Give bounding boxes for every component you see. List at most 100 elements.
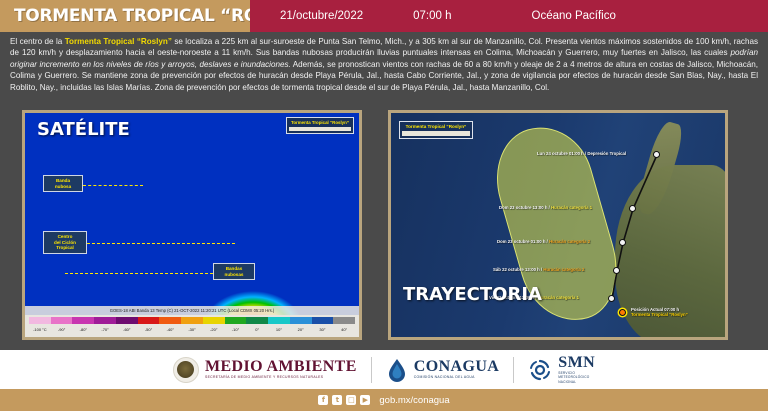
advisory-text: El centro de la Tormenta Tropical “Rosly… <box>0 32 768 110</box>
scale-value-6: -40° <box>166 327 174 332</box>
scale-value-3: -70° <box>101 327 109 332</box>
track-label-2: Dom 23 octubre 13:00 h / Huracán categor… <box>499 205 592 210</box>
logo-smn-subtitle-3: NACIONAL <box>558 379 577 384</box>
scale-swatch-13 <box>311 317 334 324</box>
page-title: TORMENTA TROPICAL “ROSLYN” <box>14 6 315 26</box>
logo-smn-subtitle-2: METEOROLÓGICO <box>558 375 590 380</box>
youtube-icon[interactable]: ▶ <box>360 395 371 405</box>
scale-value-14: 40° <box>341 327 348 332</box>
scale-value-13: 30° <box>319 327 326 332</box>
trajectory-panel[interactable]: Tormenta Tropical “Roslyn” Lun 24 octubr… <box>388 110 728 340</box>
logo-medio-ambiente: MEDIO AMBIENTE SECRETARÍA DE MEDIO AMBIE… <box>172 356 357 383</box>
track-label-4-category: Huracán categoría 2 <box>543 267 585 272</box>
trajectory-legend-label: Tormenta Tropical “Roslyn” <box>405 124 467 129</box>
panels: SATÉLITE Tormenta Tropical “Roslyn” Band… <box>0 110 768 350</box>
scale-value-7: -30° <box>188 327 196 332</box>
header-title-box: TORMENTA TROPICAL “ROSLYN” <box>0 0 315 32</box>
satellite-storm-id-box: Tormenta Tropical “Roslyn” <box>286 117 354 134</box>
satellite-scale-strip: -100 °C -90° -80° -70° -60° -50° -40° -30° -20° -… <box>25 315 359 337</box>
ocean-basin: Océano Pacífico <box>531 10 616 22</box>
track-point-2[interactable] <box>629 205 636 212</box>
annotation-centro-ciclon: Centro del Ciclón Tropical <box>43 231 87 254</box>
scale-swatch-0 <box>29 317 51 324</box>
advisory-date: 21/octubre/2022 <box>280 10 364 22</box>
footer-logos: MEDIO AMBIENTE SECRETARÍA DE MEDIO AMBIE… <box>0 350 768 389</box>
scale-swatch-1 <box>50 317 73 324</box>
footer-divider-1 <box>370 356 372 383</box>
track-point-3[interactable] <box>619 239 626 246</box>
scale-swatch-11 <box>268 317 290 324</box>
landmass-mainland-mexico <box>615 165 725 337</box>
track-polyline <box>611 154 658 300</box>
current-position-time: Posición Actual 07:00 h <box>631 307 680 312</box>
trajectory-map <box>391 113 725 337</box>
trajectory-legend-box: Tormenta Tropical “Roslyn” <box>399 121 473 139</box>
scale-value-4: -60° <box>123 327 131 332</box>
track-label-1: Lun 24 octubre 01:00 h / Depresión Tropi… <box>537 151 626 156</box>
footer-social-bar: f t □ ▶ gob.mx/conagua <box>0 389 768 411</box>
logo-medio-ambiente-name: MEDIO AMBIENTE <box>204 358 357 375</box>
advisory-paragraph-1-a: El centro de la <box>10 37 65 46</box>
logo-conagua-name: CONAGUA <box>413 358 500 375</box>
scale-swatch-4 <box>115 317 138 324</box>
annotation-bandas-leader-line <box>65 273 213 274</box>
track-label-3-time: Dom 23 octubre 01:00 h <box>497 239 546 244</box>
logo-conagua: CONAGUA COMISIÓN NACIONAL DEL AGUA <box>386 357 499 383</box>
water-drop-icon <box>386 357 408 383</box>
scale-value-2: -80° <box>79 327 88 332</box>
annotation-banda-line1: Banda <box>55 178 71 183</box>
annotation-centro-leader-line <box>87 243 235 244</box>
annotation-banda-nubosa: Banda nubosa <box>43 175 83 193</box>
advisory-time: 07:00 h <box>413 10 452 22</box>
logo-smn-subtitle-1: SERVICIO <box>558 370 576 375</box>
scale-value-1: -90° <box>57 327 66 332</box>
satellite-image <box>25 113 359 337</box>
scale-swatch-6 <box>159 317 182 324</box>
water-drop-svg <box>388 358 405 382</box>
smn-swirl-icon <box>528 358 552 382</box>
scale-swatch-10 <box>246 317 269 324</box>
trajectory-legend-accent-bar <box>402 131 470 136</box>
track-label-3: Dom 23 octubre 01:00 h / Huracán categor… <box>497 239 590 244</box>
smn-swirl-svg <box>530 359 551 380</box>
mexico-eagle-seal-icon <box>172 356 199 383</box>
scale-swatch-9 <box>224 317 247 324</box>
track-point-5[interactable] <box>608 295 615 302</box>
facebook-icon[interactable]: f <box>318 395 329 405</box>
annotation-bandas-line2: nubosas <box>224 271 244 277</box>
track-point-1[interactable] <box>653 151 660 158</box>
storm-name-highlight: Tormenta Tropical “Roslyn” <box>64 37 172 46</box>
instagram-icon[interactable]: □ <box>346 395 357 405</box>
temperature-color-scale <box>29 317 356 324</box>
track-label-2-category: Huracán categoría 1 <box>551 205 593 210</box>
temperature-scale-labels: -100 °C -90° -80° -70° -60° -50° -40° -30° -20° -… <box>29 325 355 335</box>
satellite-caption: GOES-18 ABI Banda 13 Temp (C) 21-OCT-202… <box>25 306 359 315</box>
logo-smn-name: SMN <box>558 353 596 371</box>
track-label-5-category: Huracán categoría 1 <box>537 295 579 300</box>
logo-medio-ambiente-text: MEDIO AMBIENTE SECRETARÍA DE MEDIO AMBIE… <box>205 359 357 380</box>
satellite-panel[interactable]: SATÉLITE Tormenta Tropical “Roslyn” Band… <box>22 110 362 340</box>
scale-value-9: -10° <box>231 327 240 332</box>
scale-value-10: 0° <box>255 327 260 332</box>
annotation-banda-leader-line <box>83 185 143 186</box>
scale-value-12: 20° <box>297 327 304 332</box>
annotation-centro-line3: Tropical <box>56 245 74 251</box>
logo-medio-ambiente-subtitle: SECRETARÍA DE MEDIO AMBIENTE Y RECURSOS … <box>204 375 324 379</box>
track-label-1-time: Lun 24 octubre 01:00 h <box>537 151 584 156</box>
track-point-4[interactable] <box>613 267 620 274</box>
scale-swatch-8 <box>202 317 225 324</box>
scale-value-8: -20° <box>210 327 218 332</box>
scale-value-11: 10° <box>275 327 282 332</box>
footer-url[interactable]: gob.mx/conagua <box>379 394 450 406</box>
annotation-bandas-nubosas: Bandas nubosas <box>213 263 255 281</box>
track-label-3-sep: / <box>545 239 550 244</box>
current-position-marker[interactable] <box>619 309 626 316</box>
track-label-4: Sáb 22 octubre 13:00 h / Huracán categor… <box>493 267 584 272</box>
scale-swatch-14 <box>333 317 356 324</box>
logo-smn: SMN SERVICIO METEOROLÓGICO NACIONAL <box>528 353 596 384</box>
scale-swatch-2 <box>72 317 95 324</box>
satellite-id-accent-bar <box>289 126 351 131</box>
annotation-centro-line2: del Ciclón <box>54 239 76 245</box>
twitter-icon[interactable]: t <box>332 395 343 405</box>
